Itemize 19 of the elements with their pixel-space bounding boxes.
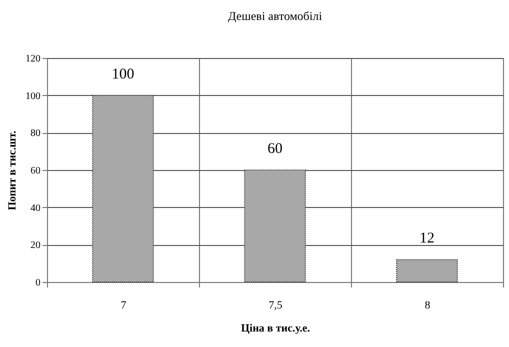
y-tick-label: 120 (26, 54, 40, 64)
y-tick-label: 20 (30, 240, 40, 252)
y-tick-label: 100 (26, 90, 40, 102)
y-tick-label: 0 (36, 278, 40, 288)
x-tick-label: 8 (424, 300, 431, 312)
chart-title: Дешеві автомобілі (228, 9, 323, 23)
bar (92, 94, 154, 282)
y-axis-title: Попит в тис.шт. (6, 130, 18, 210)
x-axis-title: Ціна в тис.у.е. (240, 322, 310, 334)
bar (396, 259, 458, 282)
bar (244, 170, 306, 282)
y-tick-label: 60 (30, 166, 40, 176)
data-label: 60 (268, 141, 282, 157)
x-tick-label: 7,5 (268, 300, 283, 312)
y-tick-label: 80 (30, 128, 40, 140)
y-tick-label: 40 (30, 202, 40, 214)
x-tick-label: 7 (120, 300, 127, 312)
data-label: 12 (420, 230, 434, 247)
data-label: 100 (112, 66, 134, 82)
